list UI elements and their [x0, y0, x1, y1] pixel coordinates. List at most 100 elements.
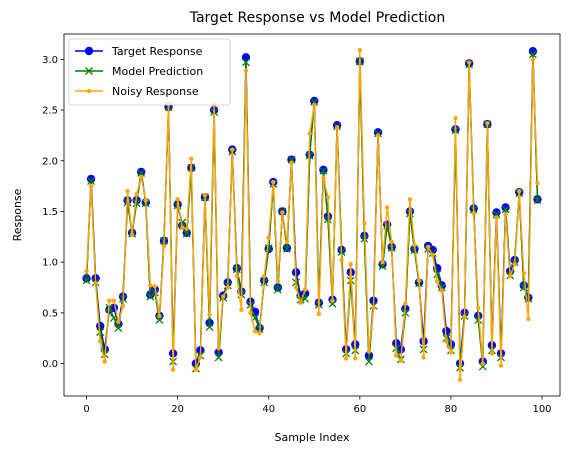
data-point-dot	[134, 192, 139, 197]
data-point-dot	[466, 60, 472, 65]
data-point-dot	[257, 330, 262, 336]
data-point-dot	[252, 328, 258, 334]
data-point-dot	[535, 180, 540, 186]
data-point-dot	[198, 355, 203, 360]
data-point-dot	[389, 239, 394, 245]
data-point-dot	[220, 294, 226, 299]
data-point-dot	[293, 285, 299, 290]
data-point-x	[114, 324, 123, 333]
data-point-dot	[266, 235, 271, 241]
data-point-dot	[371, 305, 376, 310]
data-point-x	[155, 315, 164, 324]
data-point-x	[96, 328, 105, 337]
y-tick-label: 0.5	[42, 308, 58, 319]
legend: Target Response Model Prediction Noisy Res…	[68, 38, 231, 106]
data-point-dot	[312, 102, 317, 108]
data-point-dot	[330, 298, 335, 303]
data-point-dot	[362, 221, 367, 226]
data-point-circle	[373, 128, 383, 137]
data-point-dot	[184, 226, 189, 231]
x-tick-label: 100	[532, 404, 551, 415]
data-point-x	[282, 245, 291, 253]
data-point-circle	[137, 167, 146, 177]
data-point-dot	[448, 350, 454, 355]
data-point-dot	[157, 313, 162, 319]
x-axis: 0 20 40 60 80 100	[83, 396, 552, 415]
data-point-circle	[501, 203, 510, 212]
data-point-dot	[425, 244, 431, 250]
data-point-dot	[384, 205, 390, 210]
data-point-x	[137, 168, 146, 177]
legend-label: Noisy Response	[112, 85, 199, 98]
data-point-x	[273, 285, 282, 294]
data-point-dot	[498, 363, 504, 368]
data-point-dot	[453, 115, 458, 121]
x-tick-label: 20	[171, 404, 184, 415]
series-line	[85, 49, 539, 381]
legend-entry: Target Response	[75, 45, 203, 58]
legend-entry: Noisy Response	[75, 85, 199, 98]
data-point-dot	[507, 274, 513, 279]
y-tick-label: 3.0	[42, 55, 58, 66]
data-point-dot	[462, 314, 467, 320]
chart-title: Target Response vs Model Prediction	[189, 10, 446, 26]
data-point-dot	[284, 239, 290, 245]
data-point-dot	[193, 367, 199, 372]
data-point-dot	[88, 183, 94, 189]
data-point-dot	[435, 279, 440, 284]
data-point-x	[182, 229, 191, 238]
data-point-dot	[476, 305, 481, 310]
x-tick-label: 40	[262, 404, 275, 415]
data-point-circle	[492, 208, 501, 217]
y-tick-label: 2.0	[42, 156, 58, 167]
legend-label: Target Response	[111, 45, 203, 58]
data-point-x	[150, 288, 159, 297]
series-noisy-response	[84, 48, 540, 382]
data-point-x	[82, 276, 91, 285]
data-point-dot	[271, 179, 276, 185]
legend-label: Model Prediction	[112, 65, 203, 78]
data-point-dot	[111, 298, 117, 303]
data-point-dot	[102, 359, 107, 364]
data-point-x	[132, 199, 141, 208]
data-point-x	[528, 50, 537, 59]
data-point-circle	[319, 165, 328, 175]
data-point-dot	[316, 311, 322, 317]
data-point-dot	[261, 274, 267, 279]
data-point-dot	[120, 303, 126, 308]
data-point-dot	[321, 175, 326, 181]
y-tick-label: 2.5	[42, 106, 58, 117]
data-point-dot	[84, 269, 89, 274]
data-point-dot	[148, 283, 153, 288]
data-point-dot	[239, 307, 244, 313]
data-point-dot	[407, 197, 413, 202]
series-layer	[82, 47, 542, 382]
data-point-x	[501, 205, 510, 214]
data-point-dot	[480, 361, 485, 366]
data-point-dot	[107, 298, 112, 303]
data-point-dot	[489, 351, 495, 356]
data-point-dot	[403, 301, 408, 306]
data-point-dot	[175, 197, 180, 202]
data-point-dot	[289, 160, 294, 165]
data-point-x	[205, 323, 214, 332]
data-point-dot	[86, 88, 92, 94]
data-point-dot	[366, 349, 372, 354]
data-point-x	[378, 262, 387, 271]
data-point-dot	[152, 284, 158, 289]
data-point-dot	[398, 358, 404, 363]
data-point-x	[533, 196, 542, 205]
data-point-dot	[170, 367, 176, 372]
data-point-dot	[234, 274, 240, 279]
data-point-dot	[143, 198, 148, 203]
y-tick-label: 1.0	[42, 258, 58, 269]
data-point-dot	[98, 339, 103, 344]
y-axis: 0.0 0.5 1.0 1.5 2.0 2.5 3.0	[42, 55, 64, 370]
data-point-x	[178, 218, 187, 227]
data-point-dot	[302, 287, 308, 292]
data-point-dot	[343, 356, 349, 361]
data-point-dot	[275, 279, 281, 284]
data-point-dot	[357, 48, 363, 53]
data-point-x	[310, 97, 319, 106]
